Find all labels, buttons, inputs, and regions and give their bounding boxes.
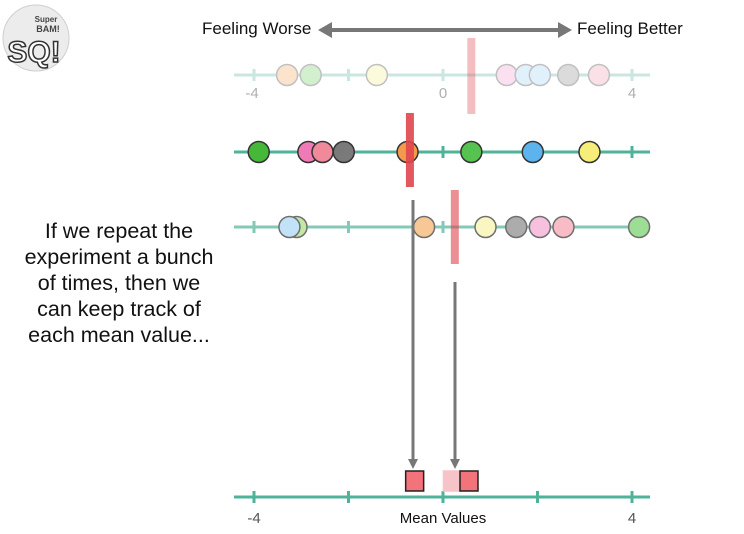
measurement-point (474, 215, 497, 239)
bottom-tick-label-min: -4 (247, 510, 260, 527)
caption-line: each mean value... (28, 323, 210, 347)
bottom-tick-label-max: 4 (628, 510, 636, 527)
feeling-better-label: Feeling Better (577, 19, 683, 38)
top-tick-label-min: -4 (245, 85, 258, 102)
measurement-point (578, 140, 601, 164)
mean-value-square (442, 470, 463, 492)
caption-line: can keep track of (37, 297, 201, 321)
double-arrow-right-head (558, 22, 572, 38)
measurement-point (627, 215, 651, 239)
measurement-point (278, 215, 301, 239)
mean-marker (467, 38, 476, 114)
mean-arrows (408, 200, 460, 469)
measurement-point (460, 140, 483, 164)
double-arrow-left-head (318, 22, 332, 38)
measurement-point (504, 215, 528, 239)
caption-line: If we repeat the (44, 219, 194, 243)
mean-values-title: Mean Values (400, 510, 486, 527)
mean-values-axis (234, 470, 650, 503)
explanation-caption: If we repeat the experiment a bunch of t… (10, 218, 228, 348)
measurement-point (247, 140, 270, 164)
feeling-worse-label: Feeling Worse (202, 19, 311, 38)
logo-text-top: Super (35, 15, 58, 24)
measurement-point (528, 215, 552, 239)
mean-value-square (404, 470, 425, 492)
experiment-rows (234, 38, 651, 264)
logo-text-mid: BAM! (36, 24, 60, 34)
measurement-point (299, 63, 322, 87)
caption-line: of times, then we (37, 271, 201, 295)
experiment-row-1 (234, 63, 650, 87)
logo-text-main: SQ! (7, 36, 60, 69)
experiment-row-3 (234, 215, 651, 239)
number-line (234, 491, 650, 503)
measurement-point (528, 63, 552, 87)
caption-line: experiment a bunch (24, 245, 214, 269)
measurement-point (332, 140, 356, 164)
measurement-point (412, 215, 436, 239)
mean-value-square (459, 470, 479, 492)
measurement-point (365, 63, 389, 87)
mean-marker (405, 113, 414, 187)
measurement-point (275, 63, 299, 87)
feeling-scale-header: Feeling Worse Feeling Better (202, 19, 683, 38)
logo-badge: Super BAM! SQ! (2, 4, 70, 72)
measurement-point (552, 215, 575, 239)
mean-marker (450, 190, 459, 264)
measurement-point (587, 63, 611, 87)
top-tick-label-max: 4 (628, 85, 636, 102)
measurement-point (521, 140, 545, 164)
top-tick-label-zero: 0 (439, 85, 447, 102)
measurement-point (495, 63, 519, 87)
measurement-point (514, 63, 537, 87)
measurement-point (556, 63, 580, 87)
experiment-row-2 (234, 140, 650, 164)
measurement-point (311, 140, 334, 164)
